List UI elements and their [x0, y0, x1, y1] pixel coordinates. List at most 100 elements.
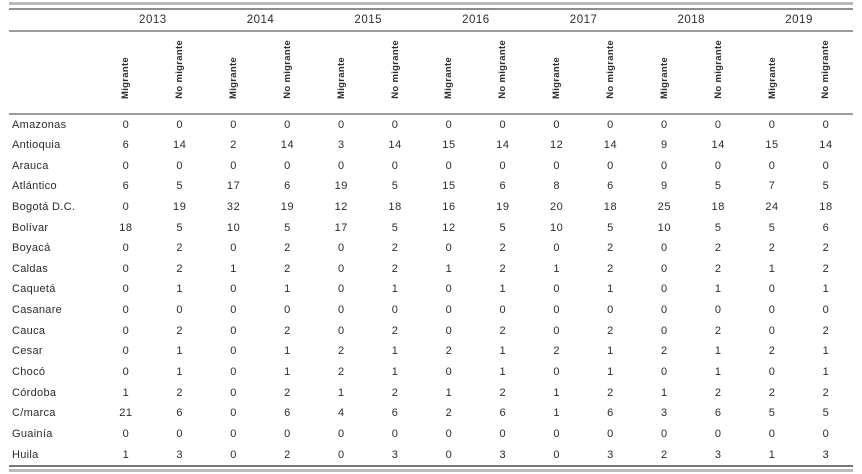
rotated-header-label: No migrante [281, 40, 293, 99]
value-cell: 15 [442, 180, 456, 193]
row-label: Arauca [12, 159, 49, 172]
value-cell: 1 [230, 262, 237, 275]
value-cell: 0 [122, 324, 130, 337]
value-cell: 8 [553, 180, 561, 193]
value-cell: 6 [122, 138, 130, 151]
row-label: Bogotá D.C. [12, 200, 76, 213]
value-cell: 2 [822, 324, 830, 337]
rotated-header-label: No migrante [389, 40, 401, 99]
value-cell: 5 [768, 221, 776, 234]
value-cell: 3 [661, 407, 668, 420]
value-cell: 5 [391, 180, 399, 193]
value-cell: 0 [553, 283, 561, 296]
col-header-migrante-2015: Migrante [314, 31, 369, 115]
value-cell: 0 [337, 118, 345, 131]
value-cell: 14 [819, 138, 833, 151]
value-cell: 1 [499, 366, 507, 378]
value-cell: 9 [661, 138, 668, 151]
value-cell: 6 [714, 407, 722, 420]
value-cell: 14 [603, 138, 618, 151]
value-cell: 2 [391, 324, 399, 337]
value-cell: 0 [607, 304, 614, 317]
value-cell: 0 [337, 427, 345, 440]
value-cell: 0 [661, 304, 668, 317]
value-cell: 3 [337, 138, 345, 151]
bottom-rule-light [9, 468, 853, 472]
value-cell: 2 [553, 345, 561, 358]
value-cell: 0 [768, 366, 776, 378]
year-header-2019: 2019 [745, 10, 853, 32]
value-cell: 0 [122, 262, 130, 275]
value-cell: 3 [499, 448, 507, 461]
value-cell: 2 [714, 262, 722, 275]
value-cell: 1 [607, 366, 614, 378]
value-cell: 0 [445, 366, 453, 378]
value-cell: 0 [284, 427, 291, 440]
value-cell: 6 [122, 180, 130, 193]
value-cell: 2 [607, 242, 614, 255]
table-body: Amazonas 0 0 0 0 0 0 0 0 0 0 0 0 0 0 Antioquia 6 14 2 14 3 14… [9, 114, 853, 465]
row-label: Caldas [12, 262, 49, 275]
value-cell: 6 [499, 180, 507, 193]
value-cell: 0 [230, 345, 237, 358]
value-cell: 2 [822, 386, 830, 399]
value-cell: 15 [765, 138, 779, 151]
value-cell: 1 [768, 262, 776, 275]
value-cell: 14 [173, 138, 187, 151]
value-cell: 0 [445, 118, 453, 131]
value-cell: 17 [226, 180, 241, 193]
value-cell: 0 [822, 159, 830, 172]
value-cell: 2 [822, 242, 830, 255]
value-cell: 18 [711, 200, 725, 213]
table-row: Caldas 0 2 1 2 0 2 1 2 1 2 0 2 1 2 [9, 258, 853, 279]
value-cell: 0 [661, 242, 668, 255]
value-cell: 0 [553, 448, 561, 461]
value-cell: 1 [499, 283, 507, 296]
value-cell: 0 [284, 159, 291, 172]
value-cell: 0 [122, 283, 130, 296]
value-cell: 2 [499, 386, 507, 399]
col-header-no-migrante-2015: No migrante [368, 31, 423, 115]
value-cell: 14 [280, 138, 295, 151]
table-row: Guainía 0 0 0 0 0 0 0 0 0 0 0 0 0 0 [9, 424, 853, 445]
value-cell: 1 [284, 283, 291, 296]
table-row: Chocó 0 1 0 1 2 1 0 1 0 1 0 1 0 1 [9, 362, 853, 383]
value-cell: 0 [122, 427, 130, 440]
value-cell: 0 [768, 283, 776, 296]
year-header-2013: 2013 [99, 10, 207, 32]
table-row: Caquetá 0 1 0 1 0 1 0 1 0 1 0 1 0 1 [9, 279, 853, 300]
value-cell: 5 [822, 180, 830, 193]
value-cell: 14 [388, 138, 402, 151]
value-cell: 1 [822, 366, 830, 378]
value-cell: 25 [657, 200, 672, 213]
migrants-by-department-table: 2013 2014 2015 2016 2017 2018 2019 Migrante No … [9, 10, 853, 465]
value-cell: 0 [499, 304, 507, 317]
value-cell: 2 [607, 386, 614, 399]
table-row: Antioquia 6 14 2 14 3 14 15 14 12 14 9 14 15 14 [9, 135, 853, 156]
bottom-rule-dark [9, 464, 853, 467]
row-label: Huila [12, 448, 39, 461]
value-cell: 15 [442, 138, 456, 151]
value-cell: 1 [768, 448, 776, 461]
value-cell: 10 [549, 221, 564, 234]
value-cell: 2 [768, 242, 776, 255]
value-cell: 0 [284, 118, 291, 131]
value-cell: 0 [122, 200, 130, 213]
col-header-migrante-2018: Migrante [637, 31, 692, 115]
value-cell: 18 [603, 200, 618, 213]
row-label: C/marca [12, 407, 56, 420]
value-cell: 1 [714, 366, 722, 378]
value-cell: 2 [661, 448, 668, 461]
table-sheet: 2013 2014 2015 2016 2017 2018 2019 Migrante No … [9, 0, 853, 472]
value-cell: 0 [607, 427, 614, 440]
value-cell: 19 [334, 180, 349, 193]
value-cell: 1 [661, 386, 668, 399]
value-cell: 3 [176, 448, 184, 461]
value-cell: 2 [391, 386, 399, 399]
value-cell: 0 [445, 427, 453, 440]
value-cell: 0 [230, 427, 237, 440]
value-cell: 2 [284, 242, 291, 255]
value-cell: 0 [822, 118, 830, 131]
year-header-2014: 2014 [206, 10, 315, 32]
value-cell: 2 [445, 345, 453, 358]
